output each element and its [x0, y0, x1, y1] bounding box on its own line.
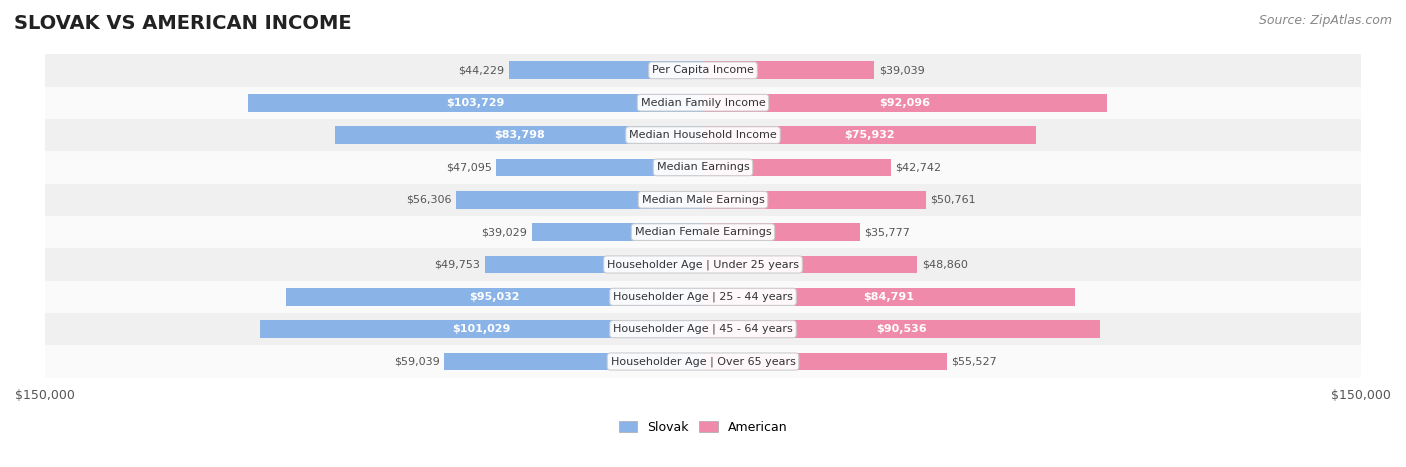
Text: Median Male Earnings: Median Male Earnings: [641, 195, 765, 205]
Bar: [45, 86, 1361, 119]
Bar: [496, 158, 703, 177]
Text: $84,791: $84,791: [863, 292, 914, 302]
Text: Median Household Income: Median Household Income: [628, 130, 778, 140]
Text: Source: ZipAtlas.com: Source: ZipAtlas.com: [1258, 14, 1392, 27]
Bar: [45, 119, 1361, 151]
Bar: [703, 62, 875, 79]
Text: $55,527: $55,527: [950, 356, 997, 367]
Text: $39,039: $39,039: [879, 65, 924, 75]
Bar: [703, 158, 890, 177]
Bar: [45, 54, 1361, 86]
Bar: [703, 191, 925, 209]
Text: $92,096: $92,096: [880, 98, 931, 108]
Text: $49,753: $49,753: [434, 260, 481, 269]
Text: $95,032: $95,032: [470, 292, 520, 302]
Text: SLOVAK VS AMERICAN INCOME: SLOVAK VS AMERICAN INCOME: [14, 14, 352, 33]
Bar: [285, 288, 703, 306]
Bar: [45, 313, 1361, 346]
Bar: [703, 288, 1076, 306]
Bar: [703, 353, 946, 370]
Bar: [45, 216, 1361, 248]
Bar: [509, 62, 703, 79]
Text: Median Family Income: Median Family Income: [641, 98, 765, 108]
Text: $83,798: $83,798: [494, 130, 544, 140]
Text: Householder Age | 45 - 64 years: Householder Age | 45 - 64 years: [613, 324, 793, 334]
Bar: [703, 320, 1099, 338]
Text: $75,932: $75,932: [844, 130, 894, 140]
Text: $101,029: $101,029: [453, 324, 510, 334]
Text: $48,860: $48,860: [922, 260, 967, 269]
Text: Householder Age | Over 65 years: Householder Age | Over 65 years: [610, 356, 796, 367]
Text: Householder Age | Under 25 years: Householder Age | Under 25 years: [607, 259, 799, 270]
Text: $59,039: $59,039: [394, 356, 440, 367]
Text: $42,742: $42,742: [894, 163, 941, 172]
Bar: [336, 126, 703, 144]
Text: $90,536: $90,536: [876, 324, 927, 334]
Text: $47,095: $47,095: [446, 163, 492, 172]
Text: $39,029: $39,029: [481, 227, 527, 237]
Bar: [703, 223, 860, 241]
Text: Per Capita Income: Per Capita Income: [652, 65, 754, 75]
Bar: [45, 248, 1361, 281]
Bar: [45, 281, 1361, 313]
Bar: [45, 346, 1361, 378]
Bar: [247, 94, 703, 112]
Bar: [45, 151, 1361, 184]
Text: $50,761: $50,761: [931, 195, 976, 205]
Text: Median Earnings: Median Earnings: [657, 163, 749, 172]
Bar: [703, 255, 917, 273]
Bar: [703, 126, 1036, 144]
Text: $103,729: $103,729: [446, 98, 505, 108]
Bar: [260, 320, 703, 338]
Text: $56,306: $56,306: [406, 195, 451, 205]
Text: Median Female Earnings: Median Female Earnings: [634, 227, 772, 237]
Bar: [456, 191, 703, 209]
Bar: [531, 223, 703, 241]
Legend: Slovak, American: Slovak, American: [613, 416, 793, 439]
Bar: [703, 94, 1107, 112]
Text: Householder Age | 25 - 44 years: Householder Age | 25 - 44 years: [613, 291, 793, 302]
Text: $35,777: $35,777: [865, 227, 910, 237]
Bar: [45, 184, 1361, 216]
Text: $44,229: $44,229: [458, 65, 505, 75]
Bar: [485, 255, 703, 273]
Bar: [444, 353, 703, 370]
